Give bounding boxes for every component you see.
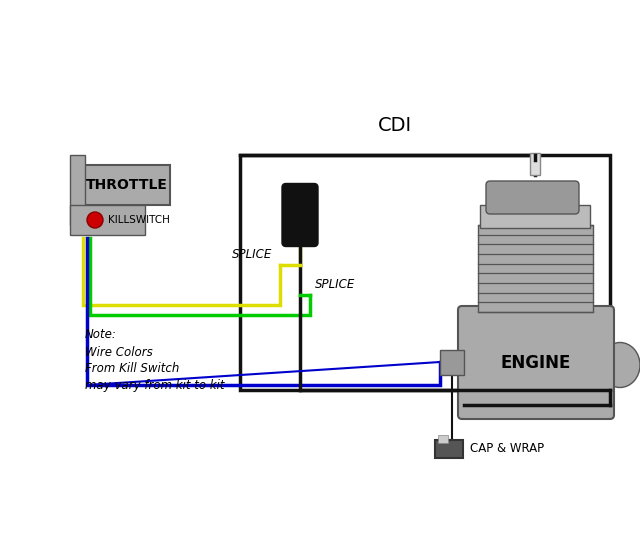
- Ellipse shape: [600, 342, 640, 388]
- Bar: [478, 225, 593, 312]
- Bar: [438, 435, 448, 443]
- FancyBboxPatch shape: [458, 306, 614, 419]
- Text: From Kill Switch: From Kill Switch: [85, 363, 179, 376]
- Text: SPLICE: SPLICE: [315, 279, 355, 292]
- Bar: [83, 165, 170, 205]
- Bar: [480, 205, 590, 228]
- Bar: [435, 440, 463, 458]
- Bar: [440, 350, 464, 375]
- Text: Note:: Note:: [85, 328, 117, 342]
- Text: ENGINE: ENGINE: [501, 354, 571, 371]
- Text: may vary from kit to kit: may vary from kit to kit: [85, 379, 225, 392]
- Bar: [530, 153, 540, 175]
- Bar: [70, 155, 85, 225]
- FancyBboxPatch shape: [486, 181, 579, 214]
- Text: KILLSWITCH: KILLSWITCH: [108, 215, 170, 225]
- Text: SPLICE: SPLICE: [232, 248, 272, 261]
- Text: Wire Colors: Wire Colors: [85, 345, 153, 358]
- Text: THROTTLE: THROTTLE: [86, 178, 168, 192]
- Text: CDI: CDI: [378, 116, 412, 135]
- Bar: [70, 205, 145, 235]
- Circle shape: [87, 212, 103, 228]
- Bar: [240, 155, 610, 390]
- FancyBboxPatch shape: [282, 183, 318, 246]
- Text: CAP & WRAP: CAP & WRAP: [470, 443, 544, 455]
